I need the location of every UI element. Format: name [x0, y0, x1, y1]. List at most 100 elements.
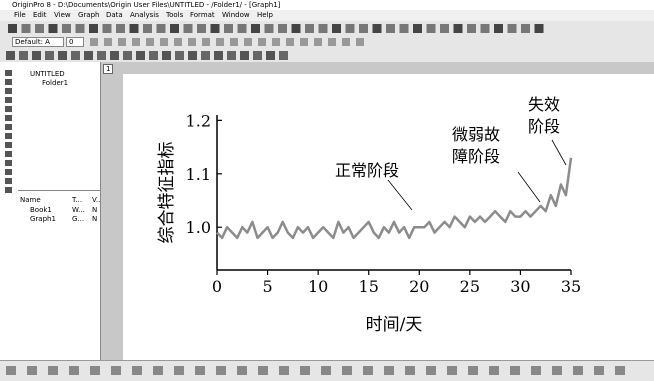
toolbar-icon[interactable]	[214, 51, 223, 60]
toolbar-icon[interactable]	[319, 24, 328, 33]
toolbar-icon[interactable]	[90, 38, 98, 46]
toolbar-icon[interactable]	[71, 51, 80, 60]
toolbar-icon[interactable]	[162, 51, 171, 60]
toolbar-icon[interactable]	[321, 366, 331, 375]
toolbar-icon[interactable]	[332, 24, 341, 33]
toolbar-icon[interactable]	[359, 24, 368, 33]
toolbar-icon[interactable]	[400, 24, 409, 33]
toolbar-icon[interactable]	[279, 366, 289, 375]
toolbar-icon[interactable]	[76, 24, 85, 33]
toolbar-icon[interactable]	[244, 38, 252, 46]
toolbar-icon[interactable]	[346, 24, 355, 33]
tool-icon[interactable]	[5, 142, 12, 148]
tool-icon[interactable]	[5, 97, 12, 103]
toolbar-icon[interactable]	[110, 51, 119, 60]
toolbar-icon[interactable]	[594, 366, 604, 375]
toolbar-icon[interactable]	[489, 366, 499, 375]
tool-icon[interactable]	[5, 79, 12, 85]
toolbar-icon[interactable]	[266, 51, 275, 60]
toolbar-icon[interactable]	[19, 51, 28, 60]
toolbar-icon[interactable]	[508, 24, 517, 33]
toolbar-icon[interactable]	[201, 51, 210, 60]
toolbar-icon[interactable]	[211, 24, 220, 33]
toolbar-icon[interactable]	[111, 366, 121, 375]
toolbar-icon[interactable]	[90, 366, 100, 375]
toolbar-icon[interactable]	[454, 24, 463, 33]
tool-icon[interactable]	[5, 133, 12, 139]
tool-icon[interactable]	[5, 178, 12, 184]
toolbar-icon[interactable]	[300, 38, 308, 46]
toolbar-icon[interactable]	[195, 366, 205, 375]
toolbar-icon[interactable]	[342, 38, 350, 46]
tool-icon[interactable]	[5, 70, 12, 76]
toolbar-icon[interactable]	[427, 24, 436, 33]
toolbar-icon[interactable]	[123, 51, 132, 60]
toolbar-icon[interactable]	[170, 24, 179, 33]
toolbar-icon[interactable]	[258, 366, 268, 375]
toolbar-icon[interactable]	[118, 38, 126, 46]
toolbar-icon[interactable]	[615, 366, 625, 375]
toolbar-icon[interactable]	[292, 24, 301, 33]
toolbar-icon[interactable]	[153, 366, 163, 375]
toolbar-icon[interactable]	[238, 24, 247, 33]
toolbar-icon[interactable]	[300, 366, 310, 375]
toolbar-icon[interactable]	[6, 51, 15, 60]
toolbar-icon[interactable]	[48, 366, 58, 375]
toolbar-icon[interactable]	[535, 24, 544, 33]
toolbar-icon[interactable]	[510, 366, 520, 375]
toolbar-icon[interactable]	[440, 24, 449, 33]
toolbar-icon[interactable]	[146, 38, 154, 46]
toolbar-icon[interactable]	[132, 366, 142, 375]
toolbar-icon[interactable]	[27, 366, 37, 375]
tool-icon[interactable]	[5, 124, 12, 130]
toolbar-icon[interactable]	[386, 24, 395, 33]
tool-icon[interactable]	[5, 187, 12, 193]
toolbar-icon[interactable]	[328, 38, 336, 46]
toolbar-icon[interactable]	[216, 366, 226, 375]
toolbar-icon[interactable]	[272, 38, 280, 46]
toolbar-icon[interactable]	[227, 51, 236, 60]
toolbar-icon[interactable]	[279, 51, 288, 60]
toolbar-icon[interactable]	[22, 24, 31, 33]
tool-icon[interactable]	[5, 88, 12, 94]
toolbar-icon[interactable]	[384, 366, 394, 375]
toolbar-icon[interactable]	[35, 24, 44, 33]
tool-icon[interactable]	[5, 115, 12, 121]
toolbar-icon[interactable]	[130, 24, 139, 33]
tool-icon[interactable]	[5, 160, 12, 166]
toolbar-icon[interactable]	[143, 24, 152, 33]
toolbar-icon[interactable]	[103, 24, 112, 33]
toolbar-icon[interactable]	[45, 51, 54, 60]
toolbar-icon[interactable]	[32, 51, 41, 60]
toolbar-icon[interactable]	[494, 24, 503, 33]
toolbar-icon[interactable]	[197, 24, 206, 33]
toolbar-icon[interactable]	[116, 24, 125, 33]
toolbar-icon[interactable]	[413, 24, 422, 33]
toolbar-icon[interactable]	[426, 366, 436, 375]
toolbar-icon[interactable]	[265, 24, 274, 33]
toolbar-icon[interactable]	[240, 51, 249, 60]
toolbar-icon[interactable]	[373, 24, 382, 33]
toolbar-icon[interactable]	[258, 38, 266, 46]
toolbar-icon[interactable]	[468, 366, 478, 375]
toolbar-icon[interactable]	[251, 24, 260, 33]
toolbar-icon[interactable]	[573, 366, 583, 375]
toolbar-icon[interactable]	[97, 51, 106, 60]
toolbar-icon[interactable]	[132, 38, 140, 46]
toolbar-icon[interactable]	[184, 24, 193, 33]
toolbar-icon[interactable]	[342, 366, 352, 375]
toolbar-icon[interactable]	[202, 38, 210, 46]
toolbar-icon[interactable]	[136, 51, 145, 60]
toolbar-icon[interactable]	[467, 24, 476, 33]
toolbar-icon[interactable]	[174, 38, 182, 46]
toolbar-icon[interactable]	[188, 38, 196, 46]
toolbar-icon[interactable]	[224, 24, 233, 33]
toolbar-icon[interactable]	[253, 51, 262, 60]
toolbar-icon[interactable]	[531, 366, 541, 375]
toolbar-icon[interactable]	[230, 38, 238, 46]
toolbar-icon[interactable]	[314, 38, 322, 46]
toolbar-icon[interactable]	[174, 366, 184, 375]
toolbar-icon[interactable]	[188, 51, 197, 60]
toolbar-icon[interactable]	[278, 24, 287, 33]
tool-icon[interactable]	[5, 169, 12, 175]
